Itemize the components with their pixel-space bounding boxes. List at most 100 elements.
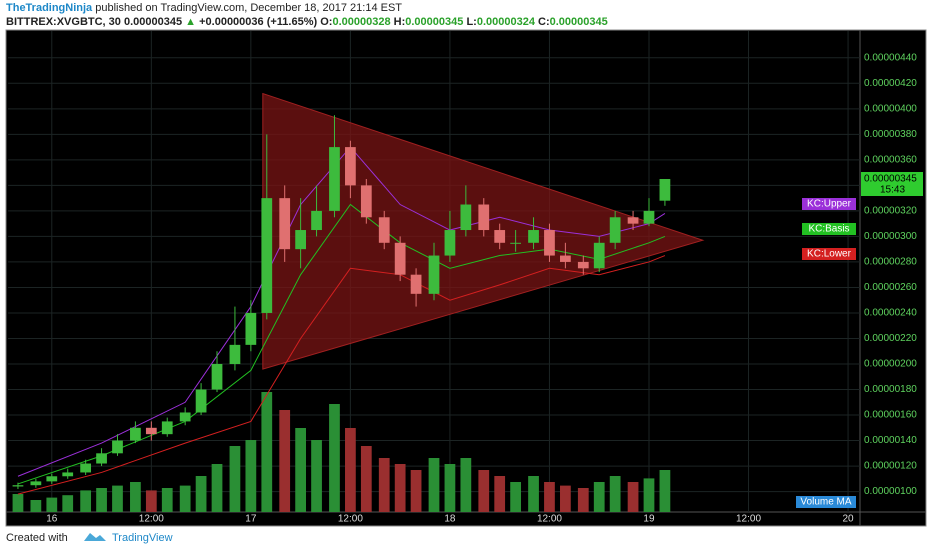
candle-body [229, 344, 241, 364]
x-tick-label: 12:00 [736, 514, 761, 525]
candle-body [12, 485, 24, 487]
header-line-2: BITTREX:XVGBTC, 30 0.00000345 ▲ +0.00000… [6, 16, 608, 28]
y-tick-label: 0.00000300 [864, 231, 917, 242]
x-tick-label: 17 [245, 514, 257, 525]
header-line-1: TheTradingNinja published on TradingView… [6, 2, 402, 14]
indicator-label: KC:Upper [807, 199, 852, 210]
volume-bar [544, 482, 555, 512]
y-tick-label: 0.00000400 [864, 103, 917, 114]
candle-body [378, 217, 390, 243]
x-tick-label: 16 [46, 514, 58, 525]
candle-body [360, 185, 372, 218]
y-tick-label: 0.00000140 [864, 435, 917, 446]
volume-bar [12, 494, 24, 512]
o-label: O: [320, 16, 333, 28]
author[interactable]: TheTradingNinja [6, 2, 93, 14]
candle-body [30, 481, 42, 486]
candle-body [279, 198, 291, 250]
candle-body [80, 463, 92, 473]
candle-body [627, 217, 639, 224]
volume-bar [96, 488, 107, 512]
volume-bar [627, 482, 639, 512]
volume-bar [195, 476, 207, 512]
volume-bar [30, 500, 42, 512]
candle-body [643, 210, 655, 224]
volume-bar [311, 440, 322, 512]
candle-body [593, 242, 605, 269]
y-tick-label: 0.00000320 [864, 206, 917, 217]
candle-body [96, 453, 107, 464]
y-tick-label: 0.00000440 [864, 52, 917, 63]
footer-brand[interactable]: TradingView [112, 532, 173, 544]
candle-body [211, 364, 223, 390]
y-tick-label: 0.00000240 [864, 308, 917, 319]
volume-bar [62, 495, 74, 512]
volume-bar [428, 458, 440, 512]
candle-body [410, 274, 422, 294]
candle-body [528, 230, 539, 243]
volume-bar [593, 482, 605, 512]
y-tick-label: 0.00000260 [864, 282, 917, 293]
volume-bar [577, 488, 589, 512]
candle-body [245, 312, 257, 345]
candle-body [478, 204, 490, 231]
c-value: 0.00000345 [549, 16, 608, 28]
y-tick-label: 0.00000180 [864, 384, 917, 395]
candle-body [577, 261, 589, 269]
up-arrow: ▲ [185, 16, 197, 28]
x-tick-label: 20 [842, 514, 854, 525]
plot [8, 31, 860, 512]
y-tick-label: 0.00000280 [864, 257, 917, 268]
published: published on TradingView.com, December 1… [95, 2, 403, 14]
volume-bar [394, 464, 406, 512]
x-tick-label: 18 [444, 514, 456, 525]
volume-bar [112, 485, 123, 512]
candle-body [46, 476, 58, 482]
volume-bar [609, 476, 621, 512]
last-price: 0.00000345 [123, 16, 183, 28]
volume-bar [46, 497, 58, 512]
volume-bar [444, 464, 456, 512]
volume-bar [528, 476, 539, 512]
candle-body [444, 230, 456, 256]
candle-body [510, 242, 521, 244]
volume-bar [329, 404, 340, 512]
volume-bar [211, 464, 223, 512]
volume-bar [494, 476, 506, 512]
volume-label: Volume MA [800, 497, 851, 508]
volume-bar [229, 446, 241, 512]
candle-body [130, 427, 141, 441]
h-label: H: [393, 16, 406, 28]
candle-body [428, 255, 440, 294]
candle-body [179, 412, 191, 422]
price-label-box [861, 172, 923, 196]
y-tick-label: 0.00000200 [864, 359, 917, 370]
volume-bar [80, 490, 92, 512]
logo [84, 533, 106, 541]
c-label: C: [538, 16, 550, 28]
volume-bar [295, 428, 307, 512]
h-value: 0.00000345 [405, 16, 464, 28]
candle-body [261, 198, 273, 313]
y-tick-label: 0.00000120 [864, 461, 917, 472]
candle-body [145, 427, 157, 435]
candle-body [311, 210, 322, 231]
candle-body [609, 217, 621, 243]
indicator-label: KC:Lower [807, 249, 852, 260]
x-tick-label: 12:00 [537, 514, 562, 525]
volume-bar [643, 478, 655, 512]
candle-body [494, 230, 506, 243]
change: +0.00000036 (+11.65%) [199, 16, 318, 28]
volume-bar [410, 470, 422, 512]
volume-bar [478, 470, 490, 512]
candle-body [544, 230, 555, 256]
y-tick-label: 0.00000220 [864, 333, 917, 344]
symbol: BITTREX:XVGBTC, 30 [6, 16, 121, 28]
volume-bar [345, 428, 356, 512]
x-tick-label: 12:00 [338, 514, 363, 525]
price-label: 0.00000345 [864, 174, 917, 185]
volume-bar [560, 485, 571, 512]
volume-bar [510, 482, 521, 512]
y-tick-label: 0.00000360 [864, 155, 917, 166]
